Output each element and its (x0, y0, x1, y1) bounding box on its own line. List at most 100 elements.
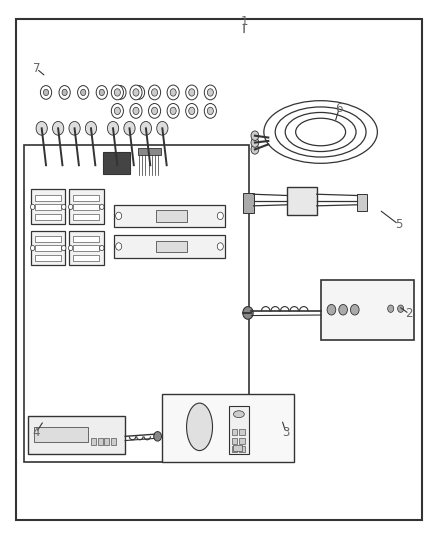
Circle shape (350, 304, 359, 315)
Circle shape (68, 245, 73, 251)
Bar (114, 236, 225, 257)
Bar (69, 190, 103, 224)
Bar (138, 148, 161, 155)
Circle shape (116, 243, 122, 250)
Circle shape (40, 86, 52, 99)
Circle shape (339, 304, 347, 315)
Bar (239, 446, 245, 452)
Circle shape (157, 122, 168, 135)
Circle shape (167, 85, 179, 100)
Bar (25, 145, 249, 462)
Circle shape (167, 103, 179, 118)
Bar (73, 255, 99, 261)
Circle shape (78, 86, 89, 99)
Circle shape (100, 245, 104, 251)
Bar (92, 438, 96, 445)
Circle shape (398, 305, 404, 312)
Circle shape (134, 86, 145, 99)
Bar (162, 394, 294, 462)
Text: 2: 2 (406, 308, 413, 320)
Circle shape (130, 85, 142, 100)
Circle shape (136, 90, 141, 95)
Circle shape (118, 90, 123, 95)
Bar (357, 194, 367, 211)
Bar (287, 188, 317, 215)
Circle shape (62, 204, 66, 209)
Ellipse shape (187, 403, 212, 450)
Circle shape (124, 122, 135, 135)
Circle shape (85, 122, 97, 135)
Circle shape (148, 85, 161, 100)
Bar (321, 280, 413, 341)
Circle shape (133, 89, 139, 96)
Circle shape (114, 107, 120, 115)
Bar (156, 210, 187, 222)
Bar (35, 214, 61, 220)
Circle shape (189, 107, 195, 115)
Circle shape (170, 89, 176, 96)
Bar (111, 438, 116, 445)
Ellipse shape (233, 411, 244, 418)
Circle shape (148, 103, 161, 118)
Text: 5: 5 (395, 218, 402, 231)
Circle shape (81, 90, 86, 95)
Text: 3: 3 (283, 426, 290, 439)
Bar (35, 195, 61, 200)
Circle shape (152, 107, 158, 115)
Bar (104, 438, 109, 445)
Circle shape (111, 85, 124, 100)
Text: 6: 6 (336, 102, 343, 115)
Circle shape (115, 86, 126, 99)
Text: 4: 4 (32, 426, 40, 439)
Circle shape (186, 85, 198, 100)
Bar (243, 192, 254, 213)
Circle shape (189, 89, 195, 96)
Circle shape (207, 107, 213, 115)
Bar (103, 152, 130, 174)
Bar (73, 236, 99, 241)
Circle shape (388, 305, 394, 312)
Circle shape (62, 245, 66, 251)
Circle shape (36, 122, 47, 135)
Circle shape (327, 304, 336, 315)
Bar (73, 195, 99, 200)
Circle shape (59, 86, 70, 99)
Circle shape (217, 212, 223, 220)
Text: 1: 1 (240, 15, 248, 28)
Circle shape (53, 122, 64, 135)
Bar (98, 438, 102, 445)
Circle shape (100, 204, 104, 209)
Circle shape (114, 89, 120, 96)
Bar (73, 204, 99, 210)
Bar (35, 255, 61, 261)
Bar (35, 204, 61, 210)
Circle shape (62, 90, 67, 95)
Circle shape (111, 103, 124, 118)
Text: 7: 7 (33, 62, 40, 75)
Bar (31, 190, 66, 224)
Circle shape (170, 107, 176, 115)
Circle shape (130, 103, 142, 118)
Bar (232, 430, 237, 435)
Bar (239, 438, 245, 443)
Bar (31, 231, 66, 265)
Circle shape (68, 204, 73, 209)
Bar (28, 416, 125, 454)
Circle shape (243, 306, 253, 319)
Bar (35, 236, 61, 241)
Circle shape (204, 103, 216, 118)
Circle shape (207, 89, 213, 96)
Bar (232, 446, 237, 452)
Bar (69, 231, 103, 265)
Circle shape (152, 89, 158, 96)
Circle shape (133, 107, 139, 115)
Circle shape (116, 212, 122, 220)
Circle shape (107, 122, 119, 135)
Bar (114, 205, 225, 227)
Bar (34, 427, 88, 442)
Circle shape (43, 90, 49, 95)
Circle shape (251, 131, 259, 140)
Bar (73, 245, 99, 251)
Circle shape (31, 245, 35, 251)
Circle shape (96, 86, 107, 99)
